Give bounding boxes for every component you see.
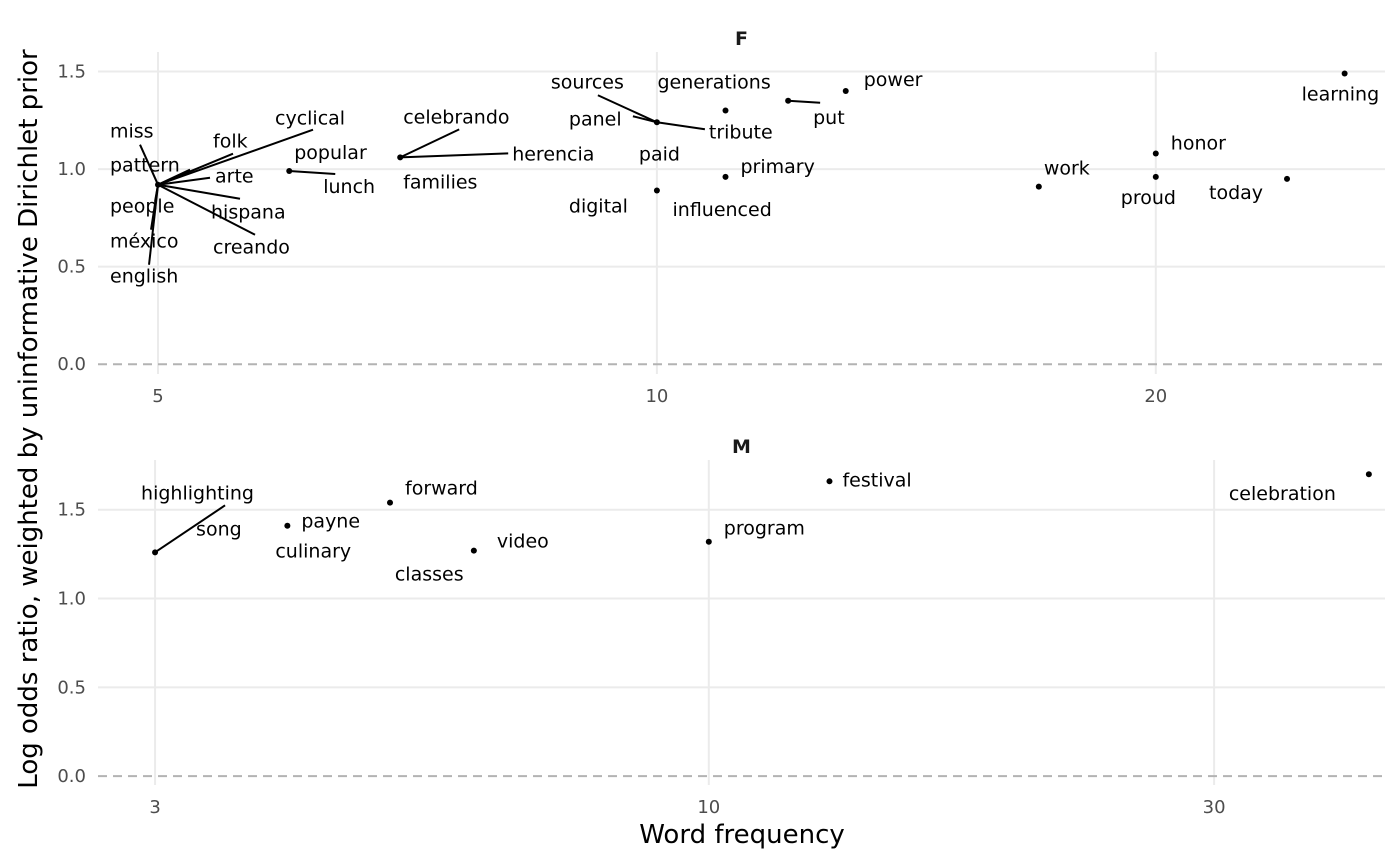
label-leader-line [632,115,658,124]
label-leader-line [148,184,160,265]
word-label: proud [1121,187,1176,209]
x-tick-label: 20 [1144,386,1167,407]
y-tick-label: 0.0 [57,354,86,375]
word-label: folk [213,131,248,153]
data-point [387,499,394,506]
word-label: classes [395,564,464,586]
word-label: families [403,171,477,193]
data-point [1035,183,1042,190]
data-point [1152,173,1159,180]
x-tick-label: 5 [152,386,163,407]
word-label: arte [215,166,254,188]
word-label: power [864,69,923,91]
data-point [1152,150,1159,157]
word-label: english [110,266,178,288]
word-label: work [1044,158,1090,180]
word-label: today [1209,182,1263,204]
panel-title: M [732,436,751,458]
word-label: learning [1302,83,1380,105]
word-label: pattern [110,155,180,177]
data-point [705,538,712,545]
word-label: forward [405,478,478,500]
word-label: video [497,531,549,553]
label-leader-line [154,504,226,554]
word-label: panel [569,108,622,130]
word-label: payne [301,511,360,533]
word-label: popular [294,142,367,164]
x-tick-label: 10 [697,797,720,818]
y-tick-label: 1.5 [57,500,86,521]
data-point [653,187,660,194]
y-tick-label: 0.0 [57,766,86,787]
data-point [722,173,729,180]
word-label: program [724,518,805,540]
label-leader-line [157,183,241,200]
word-label: lunch [323,176,375,198]
word-label: celebrando [403,106,509,128]
label-leader-line [400,152,509,159]
y-tick-label: 0.5 [57,677,86,698]
panel-title: F [735,28,748,50]
y-axis-title: Log odds ratio, weighted by uninformativ… [14,49,44,789]
word-label: influenced [673,199,772,221]
panel-F: F 5 10 20 0.0 0.5 1.0 1.5 miss pattern folk cyclica… [57,28,1385,407]
label-leader-line [656,121,706,131]
word-label: hispana [211,202,286,224]
label-leader-line [139,144,159,186]
word-label: highlighting [141,482,254,504]
y-tick-label: 0.5 [57,257,86,278]
data-point [284,522,291,529]
label-leader-line [157,176,211,186]
data-point [722,107,729,114]
word-label: primary [741,156,815,178]
y-tick-label: 1.0 [57,159,86,180]
word-label: festival [842,469,911,491]
x-tick-label: 3 [149,797,160,818]
data-point [152,549,159,556]
x-tick-label: 10 [645,386,668,407]
data-point [1341,70,1348,77]
x-axis-title: Word frequency [639,820,845,850]
word-label: song [196,518,242,540]
word-label: generations [658,72,771,94]
label-leader-line [788,99,821,104]
word-label: méxico [110,231,178,253]
word-label: cyclical [275,108,345,130]
word-label: herencia [512,143,594,165]
label-leader-line [399,128,460,159]
x-tick-label: 30 [1203,797,1226,818]
word-label: celebration [1229,483,1336,505]
word-label: put [813,107,845,129]
word-label: sources [551,71,624,93]
word-label: digital [569,196,628,218]
data-point [785,97,792,104]
data-point [470,547,477,554]
data-point [826,478,833,485]
panel-M: M 3 10 30 0.0 0.5 1.0 1.5 highlighting song payne c… [57,436,1385,818]
y-tick-label: 1.5 [57,62,86,83]
data-point [1365,471,1372,478]
word-label: miss [110,121,154,143]
word-label: honor [1171,132,1226,154]
label-leader-line [157,128,314,186]
label-leader-line [289,170,336,176]
data-point [1284,175,1291,182]
data-point [842,88,849,95]
label-leader-line [157,183,256,236]
word-label: paid [639,143,680,165]
word-label: culinary [275,541,351,563]
y-tick-label: 1.0 [57,589,86,610]
word-label: tribute [709,121,773,143]
panels-layer: F 5 10 20 0.0 0.5 1.0 1.5 miss pattern folk cyclica… [57,28,1385,818]
label-leader-line [597,94,658,124]
word-label: people [110,196,174,218]
word-label: creando [213,237,290,259]
